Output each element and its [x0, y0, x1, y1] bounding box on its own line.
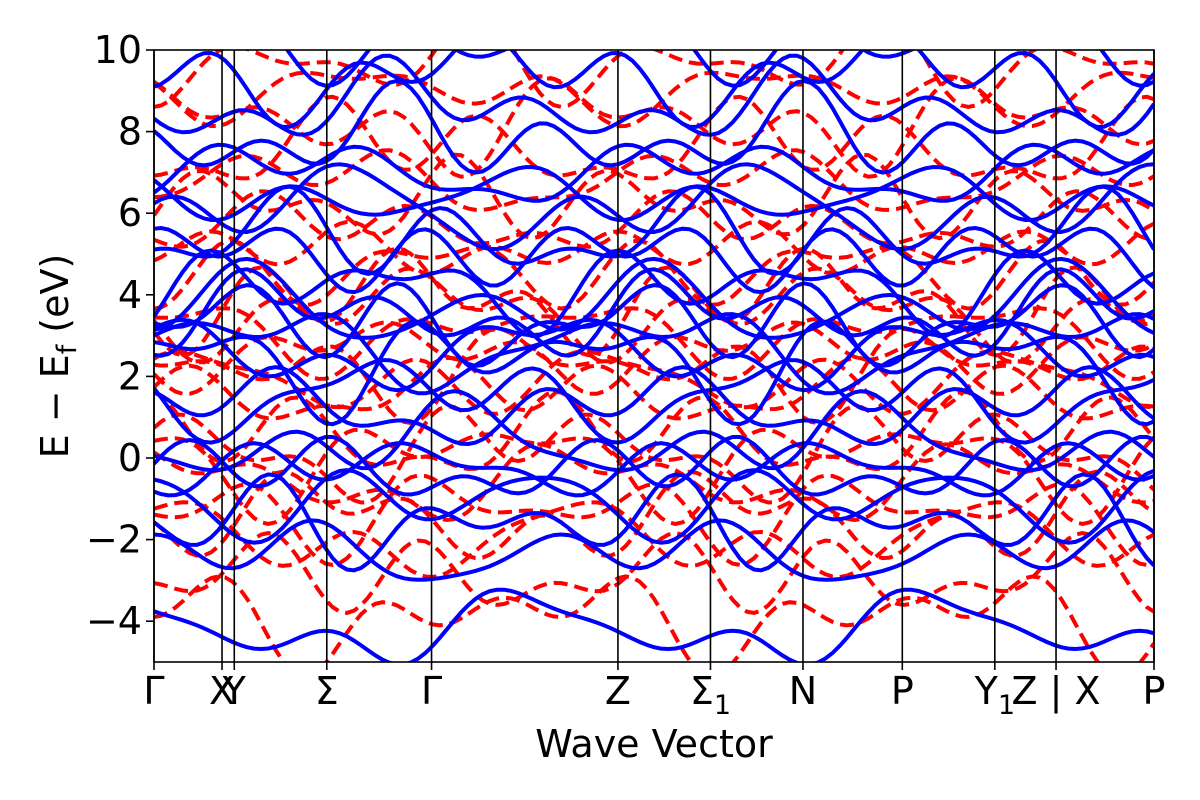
band-line-spin-up [154, 256, 1154, 340]
x-tick-label: Y [222, 669, 247, 713]
x-tick-label: N [789, 669, 817, 713]
band-line-spin-down [154, 148, 1154, 212]
band-line-spin-down [154, 152, 1154, 241]
band-line-spin-down [154, 189, 1154, 249]
band-line-spin-down [154, 306, 1154, 381]
x-tick-label: P [1143, 669, 1166, 713]
band-line-spin-up [154, 441, 1154, 498]
x-tick-label: Γ [143, 669, 164, 713]
y-tick-label: 8 [118, 110, 142, 154]
band-line-spin-up [154, 248, 1154, 339]
x-tick-label: Y1 [974, 669, 1015, 721]
x-tick-label: Σ [315, 669, 339, 713]
band-lines [154, 50, 1154, 662]
band-line-spin-up [154, 78, 1154, 175]
y-axis-label-main: E − E [33, 354, 77, 458]
band-line-spin-down [154, 442, 1154, 523]
y-tick-label: 6 [118, 191, 142, 235]
y-tick-label: 4 [118, 273, 142, 317]
y-tick-label: 0 [118, 436, 142, 480]
band-line-spin-up [154, 587, 1154, 662]
band-line-spin-up [154, 472, 1154, 573]
band-line-spin-up [154, 184, 1154, 276]
x-tick-label: Σ1 [690, 669, 731, 721]
band-line-spin-up [154, 50, 1154, 129]
x-tick-label: X [209, 669, 235, 713]
band-line-spin-down [154, 427, 1154, 526]
plot-frame [153, 49, 1155, 663]
x-tick-label: Z | X [1012, 669, 1101, 714]
band-line-spin-up [154, 389, 1154, 473]
band-line-spin-down [154, 531, 1154, 615]
band-line-spin-down [154, 355, 1154, 421]
band-line-spin-up [154, 358, 1154, 445]
x-axis: Γ XY Σ Γ Z Σ1 N P Y1Z | X P [143, 662, 1165, 721]
band-line-spin-up [154, 468, 1154, 545]
x-tick-label: Z [605, 669, 631, 713]
band-line-spin-down [154, 574, 1154, 662]
band-line-spin-up [154, 53, 1154, 137]
y-tick-label: −4 [86, 599, 142, 643]
band-line-spin-down [154, 50, 1154, 109]
y-axis-label-sub: f [52, 343, 83, 354]
band-line-spin-down [154, 500, 1154, 580]
band-line-spin-down [154, 473, 1154, 567]
y-tick-label: 2 [118, 354, 142, 398]
band-line-spin-up [154, 165, 1154, 223]
band-line-spin-down [154, 320, 1154, 396]
y-axis: −4 −2 0 2 4 6 8 10 [86, 28, 154, 643]
band-line-spin-up [154, 267, 1154, 358]
y-tick-label: −2 [86, 518, 142, 562]
y-axis-label: E − Ef (eV) [33, 254, 83, 459]
band-line-spin-up [154, 281, 1154, 368]
x-axis-label: Wave Vector [535, 722, 773, 766]
x-tick-label: Γ [421, 669, 442, 713]
band-line-spin-up [154, 365, 1154, 447]
y-tick-label: 10 [94, 28, 142, 72]
y-axis-label-unit: (eV) [33, 254, 77, 345]
band-line-spin-up [154, 225, 1154, 295]
band-line-spin-up [154, 518, 1154, 582]
x-tick-label: P [891, 669, 914, 713]
band-line-spin-down [154, 326, 1154, 426]
band-line-spin-down [154, 94, 1154, 181]
band-line-spin-up [154, 435, 1154, 497]
band-line-spin-up [284, 50, 1154, 88]
